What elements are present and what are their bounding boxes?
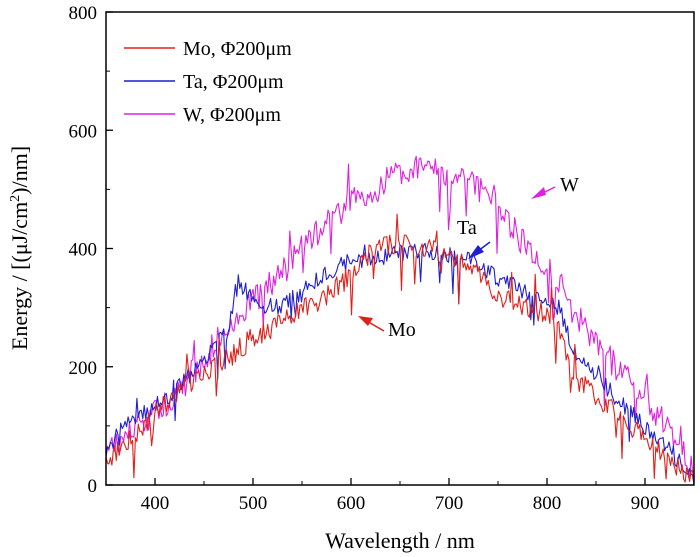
x-axis-title: Wavelength / nm xyxy=(325,528,475,553)
annotation-label-mo: Mo xyxy=(388,319,416,341)
legend-label-w: W, Φ200μm xyxy=(183,104,281,126)
legend: Mo, Φ200μm Ta, Φ200μm W, Φ200μm xyxy=(124,38,292,126)
annotation-label-ta-visible: Ta xyxy=(457,217,477,239)
series-line-w xyxy=(105,155,695,480)
x-tick-label-900: 900 xyxy=(631,493,660,514)
annotation-arrowhead-w xyxy=(531,187,546,199)
y-tick-label-400: 400 xyxy=(69,240,98,261)
legend-label-ta: Ta, Φ200μm xyxy=(183,71,284,93)
annotation-arrowhead-mo xyxy=(358,316,373,326)
y-axis: 0 200 400 600 800 xyxy=(69,3,113,497)
plot-area xyxy=(105,155,695,486)
x-tick-label-500: 500 xyxy=(239,493,268,514)
x-tick-label-400: 400 xyxy=(141,493,170,514)
y-axis-title-prefix: Energy / [(μJ/cm xyxy=(7,202,32,350)
annotation-label-w: W xyxy=(560,174,579,196)
annotations: W Mo Ta Mo xyxy=(358,174,579,341)
y-axis-title-superscript: 2 xyxy=(8,195,23,202)
series-line-mo xyxy=(105,213,695,483)
y-tick-label-800: 800 xyxy=(69,3,98,24)
y-axis-title: Energy / [(μJ/cm2)/nm] xyxy=(7,146,32,350)
x-axis: 400 500 600 700 800 900 xyxy=(105,478,695,514)
y-tick-label-200: 200 xyxy=(69,358,98,379)
x-tick-label-800: 800 xyxy=(533,493,562,514)
y-tick-label-600: 600 xyxy=(69,121,98,142)
x-tick-label-700: 700 xyxy=(435,493,464,514)
x-tick-label-600: 600 xyxy=(337,493,366,514)
y-tick-label-0: 0 xyxy=(88,476,98,497)
y-axis-title-suffix: )/nm] xyxy=(7,146,32,195)
annotation-arrowhead-ta xyxy=(468,245,484,259)
legend-label-mo: Mo, Φ200μm xyxy=(183,38,292,60)
